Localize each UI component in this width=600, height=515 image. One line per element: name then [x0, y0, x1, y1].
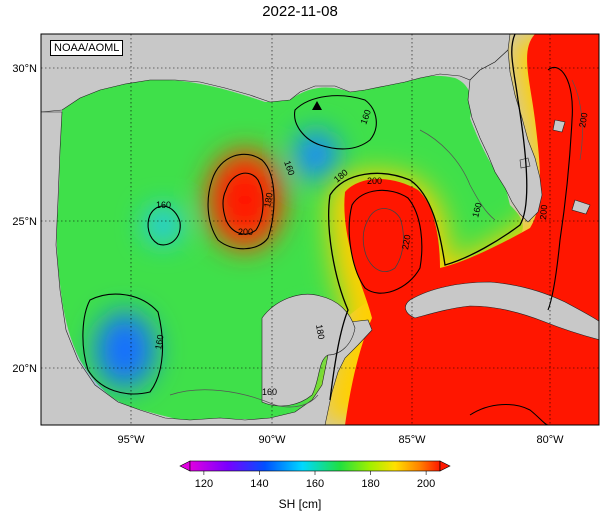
colorbar-label: SH [cm]: [278, 497, 322, 511]
lon-label: 85°W: [398, 434, 426, 446]
contour-label: 200: [538, 204, 549, 220]
lon-labels: 95°W 90°W 85°W 80°W: [117, 434, 564, 446]
contour-label: 200: [238, 227, 253, 237]
contour-label: 200: [577, 112, 589, 129]
contour-label: 180: [262, 192, 274, 209]
contour-200-east: [547, 67, 573, 311]
warm-region: [320, 34, 599, 425]
graticule: [41, 34, 599, 425]
contour-180-loop-south: [328, 194, 349, 401]
contour-label: 160: [153, 334, 165, 351]
colorbar-low-arrow: [179, 460, 191, 472]
lat-label: 20°N: [12, 363, 37, 375]
triangle-marker-icon: [312, 101, 322, 110]
contour-label: 160: [358, 108, 373, 126]
gulf-water: [56, 75, 523, 421]
contour-label: 160: [262, 387, 277, 397]
contour-label: 220: [400, 234, 412, 251]
contour-220-east: [571, 79, 583, 161]
contour-160-west: [82, 293, 164, 395]
contour-180-loop: [329, 34, 528, 266]
contour-label: 200: [367, 176, 382, 186]
contours: [82, 34, 583, 425]
colorbar: 120 140 160 180 200: [179, 460, 451, 490]
colorbar-tick-label: 180: [361, 478, 379, 490]
contour-label: 160: [282, 159, 297, 177]
lat-label: 25°N: [12, 216, 37, 228]
contour-160-south: [169, 389, 319, 408]
lon-label: 95°W: [117, 434, 145, 446]
florida: [467, 49, 543, 223]
contour-label: 160: [156, 200, 171, 210]
colorbar-high-arrow: [439, 460, 451, 472]
colorbar-gradient: [189, 460, 441, 472]
mexico: [41, 111, 373, 425]
contour-160-north: [294, 95, 377, 150]
contour-200-south: [469, 404, 549, 425]
contour-label: 180: [314, 324, 326, 341]
contour-160-gulf-east: [419, 129, 496, 221]
land: [41, 34, 599, 425]
lon-label: 90°W: [258, 434, 286, 446]
lon-label: 80°W: [536, 434, 564, 446]
contour-220-loop: [362, 208, 404, 272]
contour-160-mid: [147, 205, 181, 246]
lat-labels: 30°N 25°N 20°N: [12, 63, 37, 375]
contour-180-eddy: [207, 153, 275, 250]
lat-label: 30°N: [12, 63, 37, 75]
colorbar-tick-label: 200: [417, 478, 435, 490]
contour-label: 160: [470, 201, 484, 218]
contour-200-loop: [348, 189, 423, 294]
contour-200-eddy: [222, 172, 264, 235]
credit-label: NOAA/AOML: [50, 40, 124, 56]
contour-labels: 160 160 160 160 160 180 180 180 200 200 …: [153, 108, 589, 397]
colorbar-tick-label: 120: [195, 478, 213, 490]
map-title: 2022-11-08: [262, 3, 338, 20]
yucatan: [261, 293, 356, 407]
colorbar-tick-label: 140: [250, 478, 268, 490]
colorbar-tick-label: 160: [306, 478, 324, 490]
cuba: [405, 281, 599, 341]
map-frame: [40, 33, 600, 426]
